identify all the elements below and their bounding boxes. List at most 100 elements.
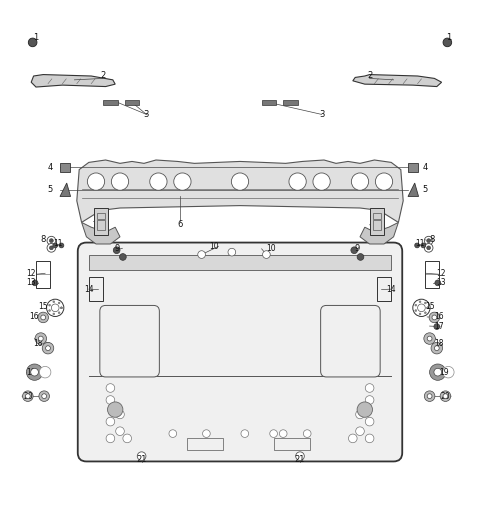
- Circle shape: [42, 394, 47, 398]
- Circle shape: [415, 310, 417, 311]
- Text: 1: 1: [446, 33, 451, 42]
- Circle shape: [424, 312, 426, 314]
- Text: 4: 4: [422, 163, 427, 172]
- Circle shape: [108, 402, 123, 417]
- Circle shape: [48, 310, 50, 311]
- Text: 9: 9: [355, 244, 360, 253]
- Circle shape: [23, 391, 33, 401]
- Text: 2: 2: [101, 72, 106, 80]
- Circle shape: [440, 391, 451, 401]
- Circle shape: [49, 239, 53, 243]
- Circle shape: [365, 417, 374, 426]
- Circle shape: [424, 244, 433, 252]
- Circle shape: [58, 312, 60, 314]
- Circle shape: [365, 396, 374, 404]
- Text: 11: 11: [53, 240, 62, 248]
- Text: 17: 17: [434, 322, 444, 331]
- Text: 5: 5: [422, 185, 427, 194]
- Circle shape: [53, 243, 58, 248]
- Circle shape: [424, 302, 426, 304]
- Circle shape: [413, 299, 430, 316]
- Circle shape: [53, 301, 55, 303]
- Circle shape: [419, 301, 421, 303]
- Text: 21: 21: [295, 456, 305, 464]
- Bar: [97, 220, 105, 230]
- Polygon shape: [408, 183, 419, 197]
- Bar: [377, 277, 391, 301]
- Text: 10: 10: [209, 242, 218, 251]
- Text: 7: 7: [376, 220, 382, 229]
- Circle shape: [31, 368, 38, 376]
- Circle shape: [47, 299, 64, 316]
- Bar: [373, 220, 381, 230]
- Circle shape: [303, 430, 311, 437]
- Bar: [425, 261, 439, 288]
- Text: 8: 8: [429, 234, 435, 244]
- Circle shape: [39, 367, 51, 378]
- Text: 4: 4: [48, 163, 53, 172]
- Circle shape: [421, 243, 426, 248]
- Circle shape: [39, 391, 49, 401]
- Circle shape: [357, 253, 364, 260]
- Circle shape: [116, 427, 124, 436]
- Bar: [262, 100, 276, 105]
- Text: 1: 1: [34, 33, 38, 42]
- Text: 16: 16: [29, 312, 38, 322]
- Circle shape: [427, 336, 432, 341]
- Circle shape: [351, 173, 369, 190]
- Circle shape: [137, 452, 146, 460]
- Bar: [408, 163, 418, 172]
- Polygon shape: [31, 75, 115, 87]
- Circle shape: [198, 251, 205, 259]
- Circle shape: [106, 417, 115, 426]
- Circle shape: [59, 243, 64, 248]
- Text: 19: 19: [439, 368, 449, 377]
- Text: 11: 11: [415, 240, 425, 248]
- Circle shape: [419, 313, 421, 315]
- Polygon shape: [360, 222, 398, 244]
- Circle shape: [427, 307, 429, 309]
- Text: 8: 8: [40, 234, 46, 244]
- Circle shape: [87, 173, 105, 190]
- Text: 13: 13: [436, 279, 445, 287]
- Text: 14: 14: [84, 285, 94, 294]
- Circle shape: [48, 304, 50, 306]
- Circle shape: [106, 434, 115, 443]
- Circle shape: [231, 173, 249, 190]
- Circle shape: [25, 394, 30, 398]
- Circle shape: [356, 410, 364, 419]
- Circle shape: [116, 410, 124, 419]
- Circle shape: [203, 430, 210, 437]
- Circle shape: [58, 302, 60, 304]
- Text: 20: 20: [441, 392, 450, 401]
- Circle shape: [47, 244, 56, 252]
- Circle shape: [60, 307, 62, 309]
- Circle shape: [424, 391, 435, 401]
- Bar: [274, 438, 310, 451]
- Circle shape: [427, 239, 431, 243]
- Circle shape: [60, 307, 62, 309]
- Circle shape: [106, 383, 115, 392]
- Circle shape: [270, 430, 277, 437]
- Text: 14: 14: [386, 285, 396, 294]
- Circle shape: [296, 452, 304, 460]
- Circle shape: [430, 364, 446, 380]
- Circle shape: [427, 246, 431, 250]
- Circle shape: [38, 336, 43, 341]
- Circle shape: [431, 343, 443, 354]
- Circle shape: [169, 430, 177, 437]
- Circle shape: [443, 394, 448, 398]
- Bar: [89, 277, 103, 301]
- Text: 15: 15: [38, 302, 48, 311]
- Text: 3: 3: [319, 110, 324, 119]
- Circle shape: [432, 315, 437, 320]
- Circle shape: [356, 427, 364, 436]
- Circle shape: [427, 394, 432, 398]
- Text: 9: 9: [115, 244, 120, 253]
- Text: 7: 7: [93, 220, 99, 229]
- Text: 12: 12: [26, 269, 36, 278]
- Polygon shape: [60, 183, 71, 197]
- Text: 3: 3: [144, 110, 149, 119]
- Circle shape: [49, 246, 53, 250]
- Bar: [125, 100, 139, 105]
